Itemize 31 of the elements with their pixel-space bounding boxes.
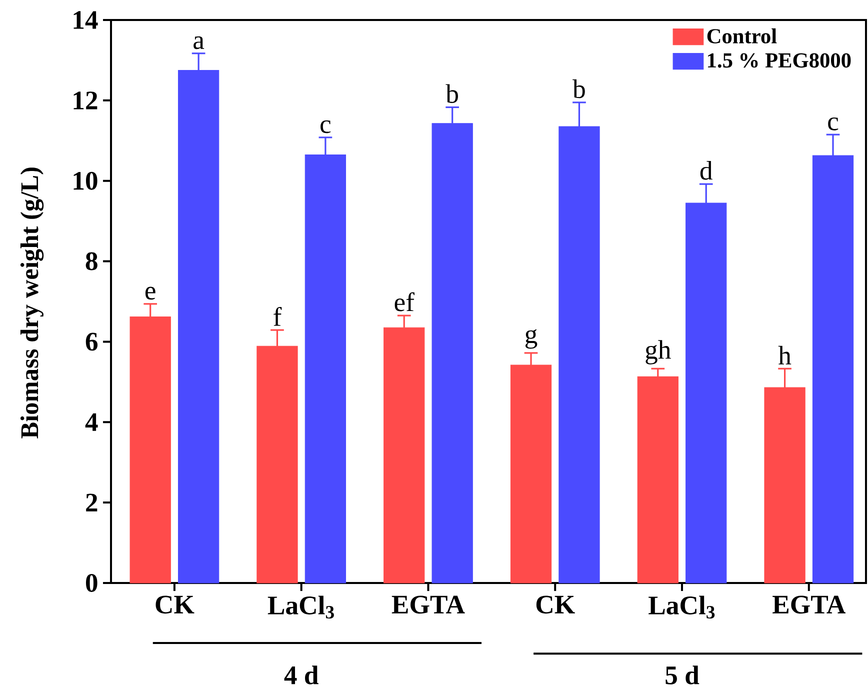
y-tick-label: 10 (74, 172, 98, 190)
y-tick-label: 2 (86, 494, 98, 512)
y-tick-label: 8 (86, 252, 98, 270)
y-tick-label: 14 (74, 11, 98, 29)
x-tick-label: EGTA (772, 596, 846, 614)
y-tick-label: 4 (85, 413, 98, 431)
data-label: gh (646, 340, 671, 364)
data-label: a (194, 36, 204, 50)
x-tick-label: LaCl$_{3}$ (648, 596, 715, 619)
y-tick-label: 6 (86, 332, 98, 351)
data-label: ef (394, 292, 414, 312)
x-tick-label: CK (156, 596, 194, 614)
x-tick-label: LaCl$_{3}$ (268, 596, 334, 619)
y-axis-title: Biomass dry weight (g/L) (20, 168, 44, 438)
data-label: d (700, 161, 712, 180)
data-label: h (778, 346, 792, 364)
data-label: b (446, 84, 458, 103)
data-label: e (145, 286, 156, 300)
y-tick-label: 0 (86, 574, 98, 592)
y-tick-label: 12 (74, 92, 98, 110)
x-tick-label: EGTA (392, 596, 465, 614)
data-label: b (572, 79, 585, 98)
data-label: g (525, 329, 538, 349)
legend-label: Control (707, 28, 777, 44)
text: 4 d (284, 666, 318, 684)
text: 5 d (666, 666, 700, 684)
data-label: c (828, 118, 838, 130)
data-label: c (320, 120, 331, 134)
legend-label: 1.5 % PEG8000 (708, 53, 851, 68)
x-tick-label: CK (536, 596, 575, 614)
data-label: f (274, 306, 282, 326)
